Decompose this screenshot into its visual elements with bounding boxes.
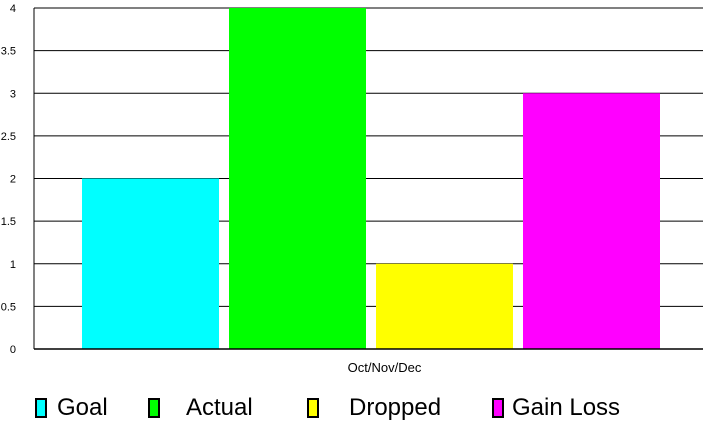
y-tick-label: 3.5 bbox=[1, 46, 16, 58]
legend-label-actual: Actual bbox=[186, 394, 253, 421]
legend-item-goal: Goal bbox=[35, 388, 108, 428]
y-tick-label: 1 bbox=[10, 259, 16, 271]
y-tick-label: 2 bbox=[10, 174, 16, 186]
y-tick-label: 0.5 bbox=[1, 301, 16, 313]
legend-swatch-dropped bbox=[307, 398, 319, 418]
y-tick-label: 2.5 bbox=[1, 131, 16, 143]
bars bbox=[82, 8, 660, 349]
legend-label-gain-loss: Gain Loss bbox=[512, 394, 621, 421]
legend-label-dropped: Dropped bbox=[349, 394, 442, 421]
bar-goal bbox=[82, 178, 219, 349]
category-label: Oct/Nov/Dec bbox=[348, 360, 422, 375]
bar-dropped bbox=[376, 263, 513, 349]
legend-label-goal: Goal bbox=[57, 394, 108, 421]
legend-swatch-actual bbox=[148, 398, 160, 418]
y-tick-label: 1.5 bbox=[1, 216, 16, 228]
legend-swatch-goal bbox=[35, 398, 47, 418]
bar-actual bbox=[229, 8, 366, 349]
legend-item-gain-loss: Gain Loss bbox=[492, 388, 620, 428]
legend-swatch-gain-loss bbox=[492, 398, 504, 418]
bar-chart: 0 0.5 1 1.5 2 2.5 3 3.5 4 Oct/Nov/Dec bbox=[1, 3, 703, 375]
y-tick-label: 4 bbox=[10, 3, 16, 15]
legend-item-actual: Actual bbox=[148, 388, 253, 428]
y-tick-label: 0 bbox=[10, 344, 16, 356]
legend-item-dropped: Dropped bbox=[307, 388, 441, 428]
legend: Goal Actual Dropped Gain Loss bbox=[0, 388, 703, 428]
bar-gain-loss bbox=[523, 93, 660, 349]
y-axis-ticks: 0 0.5 1 1.5 2 2.5 3 3.5 4 bbox=[1, 3, 16, 356]
y-tick-label: 3 bbox=[10, 88, 16, 100]
